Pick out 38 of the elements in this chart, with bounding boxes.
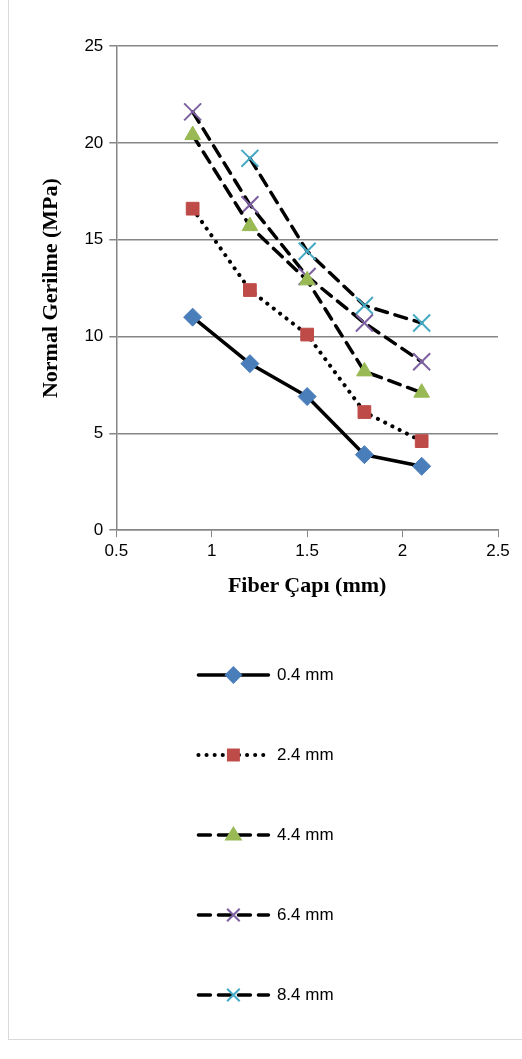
point (300, 327, 315, 342)
y-tick-label: 15 (84, 229, 104, 249)
point (354, 313, 374, 333)
legend-label: 4.4 mm (276, 824, 334, 844)
legend-label: 0.4 mm (276, 664, 334, 684)
x-tick-label: 1 (207, 541, 217, 561)
point (412, 456, 432, 476)
point (414, 434, 429, 448)
point (412, 313, 432, 333)
point (297, 387, 317, 407)
legend-label: 2.4 mm (276, 744, 334, 764)
point (185, 201, 200, 216)
y-axis-title: Normal Gerilme (MPa) (36, 178, 62, 399)
x-tick-label: 1.5 (295, 541, 319, 561)
point (240, 354, 260, 374)
point (240, 195, 260, 215)
point (183, 102, 203, 122)
x-axis-title: Fiber Çapı (mm) (227, 572, 387, 598)
point (297, 241, 317, 261)
y-tick-label: 25 (84, 35, 104, 55)
x-tick-label: 0.5 (104, 541, 129, 561)
point (243, 283, 257, 297)
point (357, 405, 372, 419)
point (241, 216, 259, 232)
x-tick-label: 2 (397, 541, 408, 561)
y-tick-label: 5 (93, 423, 104, 443)
point (184, 125, 201, 141)
point (183, 307, 203, 327)
y-tick-label: 0 (93, 519, 104, 539)
point (354, 296, 374, 316)
legend-label: 6.4 mm (276, 904, 334, 924)
point (412, 352, 432, 372)
legend-label: 8.4 mm (276, 984, 334, 1004)
x-tick-label: 2.5 (486, 541, 510, 561)
y-tick-label: 10 (84, 326, 104, 346)
y-tick-label: 20 (84, 132, 104, 152)
point (354, 445, 374, 465)
point (240, 148, 260, 168)
